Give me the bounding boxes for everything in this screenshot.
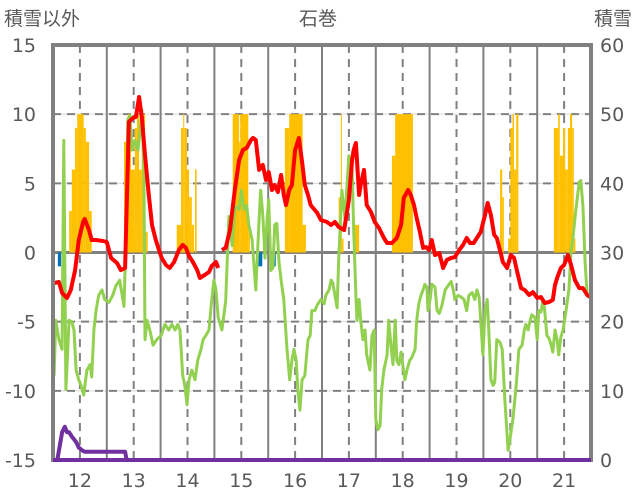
- snow-depth-bar: [284, 128, 290, 253]
- snow-depth-bar: [567, 128, 571, 253]
- snow-depth-bar: [189, 197, 192, 253]
- y-right-tick-label: 0: [600, 450, 612, 472]
- snow-depth-bar: [136, 114, 140, 253]
- snow-depth-bar: [573, 238, 576, 253]
- snow-depth-bar: [570, 114, 573, 253]
- snow-depth-bar: [144, 231, 148, 253]
- x-tick-label: 20: [498, 470, 522, 492]
- series-lines: [52, 95, 592, 462]
- x-tick-label: 15: [229, 470, 253, 492]
- purple-series-line: [54, 424, 590, 462]
- snow-depth-bar: [127, 114, 132, 253]
- x-tick-label: 13: [122, 470, 146, 492]
- snow-depth-bar: [83, 128, 86, 253]
- snow-depth-bar: [181, 128, 184, 253]
- x-tick-label: 14: [175, 470, 199, 492]
- y-right-tick-label: 60: [600, 35, 624, 57]
- snow-depth-bar: [85, 141, 90, 253]
- plot-frame: [51, 43, 593, 462]
- y-left-tick-label: 15: [12, 35, 36, 57]
- y-left-tick-label: 5: [24, 173, 36, 195]
- y-right-tick-label: 20: [600, 312, 624, 334]
- red-series-line: [53, 95, 592, 305]
- x-tick-label: 19: [444, 470, 468, 492]
- x-tick-label: 21: [552, 470, 576, 492]
- snow-depth-bar: [176, 224, 182, 253]
- snow-depth-bar: [514, 169, 517, 253]
- x-tick-label: 18: [391, 470, 415, 492]
- snow-depth-bar: [71, 169, 76, 253]
- snow-depth-bar: [572, 128, 574, 253]
- snow-depth-bar: [184, 128, 187, 253]
- snow-depth-bar: [77, 114, 84, 253]
- snow-depth-bar: [131, 169, 135, 253]
- snow-depth-bar: [508, 238, 511, 253]
- snow-depth-bar: [186, 169, 190, 253]
- snow-depth-bar: [139, 169, 142, 253]
- y-left-tick-label: -5: [17, 312, 36, 334]
- snow-depth-bar: [183, 114, 185, 253]
- snow-depth-bar: [500, 169, 503, 253]
- right-axis-label: 積雪: [594, 8, 632, 30]
- blue-bar: [57, 252, 62, 267]
- snow-depth-bar: [69, 211, 72, 253]
- snow-depth-bar: [75, 128, 78, 253]
- y-right-tick-label: 30: [600, 243, 624, 265]
- x-tick-label: 16: [283, 470, 307, 492]
- snow-depth-bar: [563, 128, 566, 253]
- y-left-tick-label: 0: [24, 243, 36, 265]
- snow-depth-bar: [395, 114, 413, 253]
- y-left-tick-label: -10: [5, 381, 36, 403]
- x-tick-label: 12: [68, 470, 92, 492]
- snow-depth-bar: [502, 197, 504, 253]
- y-left-tick-label: -15: [5, 450, 36, 472]
- y-left-tick-label: 10: [12, 104, 36, 126]
- snow-depth-bar: [565, 169, 568, 253]
- snow-depth-bar: [559, 155, 564, 253]
- snow-depth-bar: [553, 128, 559, 253]
- y-right-tick-label: 10: [600, 381, 624, 403]
- snow-depth-bar: [512, 114, 515, 253]
- snow-depth-bar: [195, 169, 197, 253]
- snow-depth-bar: [302, 224, 306, 253]
- snow-depth-bar: [248, 224, 250, 253]
- snow-depth-bar: [510, 128, 513, 253]
- chart-title: 石巻: [299, 8, 337, 30]
- y-right-tick-label: 40: [600, 173, 624, 195]
- left-axis-label: 積雪以外: [4, 8, 80, 30]
- blue-bar: [256, 252, 263, 267]
- snow-depth-bar: [191, 224, 194, 253]
- y-right-tick-label: 50: [600, 104, 624, 126]
- snow-depth-bar: [240, 114, 249, 253]
- snow-depth-bar: [516, 114, 519, 253]
- snow-depth-bar: [340, 114, 342, 253]
- snow-depth-bar: [353, 224, 360, 253]
- snow-depth-bar: [134, 128, 137, 253]
- x-tick-label: 17: [337, 470, 361, 492]
- snow-depth-bar: [341, 238, 344, 253]
- snow-depth-bar: [391, 155, 396, 253]
- snow-depth-bar: [558, 114, 560, 253]
